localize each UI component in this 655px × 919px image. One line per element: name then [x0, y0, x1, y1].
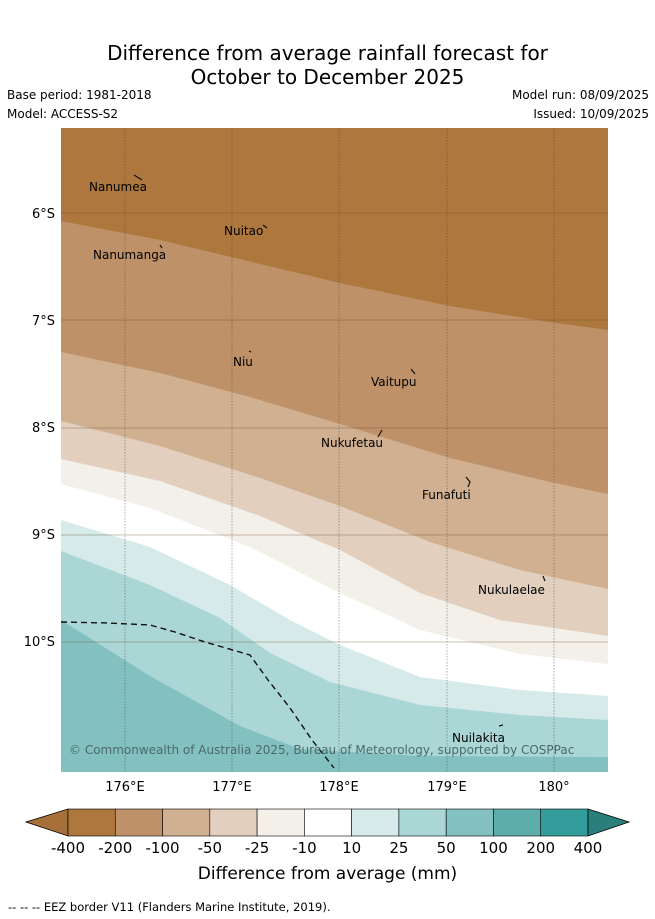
colorbar-segment — [351, 808, 400, 837]
colorbar-segment — [162, 808, 211, 837]
colorbar-tick-label: 100 — [479, 839, 508, 857]
band-plus-50 — [61, 620, 608, 772]
island-outline-nuilakita — [498, 724, 504, 727]
lat-label-8s: 8°S — [32, 421, 55, 436]
label-nanumea: Nanumea — [89, 180, 147, 194]
colorbar-tick-label: 25 — [389, 839, 408, 857]
label-niu: Niu — [233, 355, 253, 369]
lon-label-176e: 176°E — [105, 780, 145, 795]
colorbar-segment — [398, 808, 447, 837]
longitude-gridlines — [124, 128, 555, 772]
colorbar-segment — [304, 808, 352, 837]
colorbar-tick-label: -400 — [51, 839, 85, 857]
label-nukufetau: Nukufetau — [321, 436, 383, 450]
lat-label-6s: 6°S — [32, 207, 55, 222]
label-nukulaelae: Nukulaelae — [478, 583, 545, 597]
eez-border — [60, 621, 335, 769]
colorbar-extend-low — [24, 808, 69, 837]
latitude-gridlines — [61, 212, 608, 643]
lon-label-179e: 179°E — [427, 780, 467, 795]
map-title-line2: October to December 2025 — [190, 65, 465, 89]
colorbar-tick-label: -50 — [198, 839, 223, 857]
island-outline-nuitao — [262, 224, 268, 229]
lon-label-177e: 177°E — [212, 780, 252, 795]
colorbar-title: Difference from average (mm) — [197, 864, 458, 884]
eez-legend: -- -- -- EEZ border V11 (Flanders Marine… — [8, 900, 331, 914]
base-period: Base period: 1981-2018 — [7, 88, 152, 102]
island-outline-nanumea — [133, 174, 143, 181]
lat-label-9s: 9°S — [32, 528, 55, 543]
colorbar-segment — [493, 808, 542, 837]
lon-label-178e: 178°E — [319, 780, 359, 795]
colorbar — [24, 808, 631, 837]
issued-date: Issued: 10/09/2025 — [533, 107, 649, 121]
colorbar-segment — [540, 808, 589, 837]
label-funafuti: Funafuti — [422, 488, 471, 502]
label-vaitupu: Vaitupu — [371, 375, 417, 389]
island-outline-nukufetau — [377, 429, 383, 438]
island-outline-niu — [248, 350, 252, 353]
longitude-axis: 176°E 177°E 178°E 179°E 180° — [105, 780, 569, 795]
island-outlines — [133, 174, 546, 727]
colorbar-tick-label: 200 — [526, 839, 555, 857]
lat-label-7s: 7°S — [32, 314, 55, 329]
lon-label-180: 180° — [538, 780, 569, 795]
model-name: Model: ACCESS-S2 — [7, 107, 119, 121]
label-nuitao: Nuitao — [224, 224, 263, 238]
label-nuilakita: Nuilakita — [452, 731, 505, 745]
colorbar-tick-label: -100 — [146, 839, 180, 857]
colorbar-tick-label: -25 — [245, 839, 270, 857]
colorbar-tick-label: 50 — [437, 839, 456, 857]
label-nanumanga: Nanumanga — [93, 248, 166, 262]
rainfall-bands — [61, 128, 608, 772]
colorbar-segment — [67, 808, 116, 837]
colorbar-segment — [209, 808, 258, 837]
island-outline-nukulaelae — [542, 575, 546, 582]
lat-label-10s: 10°S — [24, 635, 55, 650]
colorbar-segment — [445, 808, 494, 837]
island-labels: Nanumea Nuitao Nanumanga Niu Vaitupu Nuk… — [89, 180, 545, 745]
island-outline-funafuti — [465, 476, 471, 488]
colorbar-segment — [256, 808, 305, 837]
island-outline-vaitupu — [410, 368, 416, 375]
island-outline-nanumanga — [159, 244, 163, 249]
colorbar-tick-label: -200 — [98, 839, 132, 857]
colorbar-segment — [114, 808, 163, 837]
colorbar-tick-label: 10 — [342, 839, 361, 857]
latitude-axis: 6°S 7°S 8°S 9°S 10°S — [24, 207, 55, 650]
model-run: Model run: 08/09/2025 — [511, 88, 649, 102]
map-title-line1: Difference from average rainfall forecas… — [107, 41, 548, 65]
colorbar-tick-label: 400 — [574, 839, 603, 857]
copyright-notice: © Commonwealth of Australia 2025, Bureau… — [69, 743, 574, 757]
map-title: Difference from average rainfall forecas… — [0, 41, 655, 89]
colorbar-tick-labels: -400 -200 -100 -50 -25 -10 10 25 50 100 200 400 — [51, 839, 602, 857]
colorbar-extend-high — [587, 808, 631, 837]
colorbar-tick-label: -10 — [292, 839, 317, 857]
